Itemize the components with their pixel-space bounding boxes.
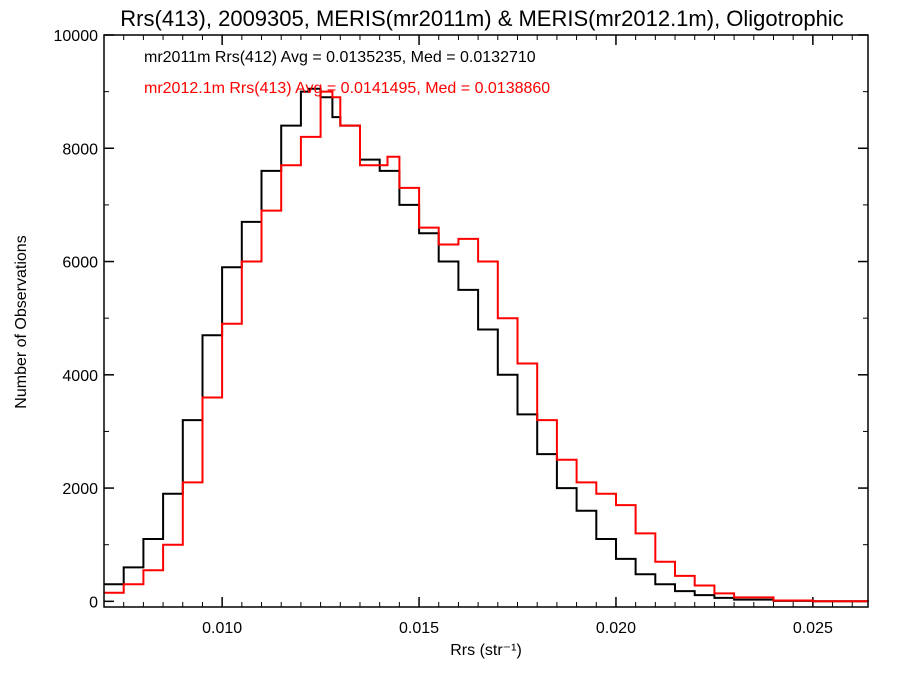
- plot-series: [104, 87, 869, 603]
- chart-title: Rrs(413), 2009305, MERIS(mr2011m) & MERI…: [120, 6, 843, 31]
- x-tick-label: 0.015: [399, 620, 439, 637]
- legend-entry-mr2011m: mr2011m Rrs(412) Avg = 0.0135235, Med = …: [144, 49, 536, 66]
- series-line-1: [104, 90, 869, 603]
- legend-entry-mr2012-1m: mr2012.1m Rrs(413) Avg = 0.0141495, Med …: [144, 80, 550, 97]
- y-axis: 0 2000 4000 6000 8000 10000: [54, 28, 868, 611]
- x-tick-label: 0.010: [202, 620, 242, 637]
- y-tick-label: 10000: [54, 28, 99, 45]
- y-tick-label: 6000: [62, 255, 98, 272]
- series-line-0: [104, 87, 869, 603]
- x-axis-label: Rrs (str⁻¹): [450, 642, 522, 659]
- plot-frame: [103, 34, 869, 608]
- y-tick-label: 0: [89, 594, 98, 611]
- y-tick-label: 2000: [62, 481, 98, 498]
- y-tick-label: 8000: [62, 141, 98, 158]
- x-axis: 0.010 0.015 0.020 0.025: [123, 35, 853, 637]
- y-tick-label: 4000: [62, 368, 98, 385]
- x-tick-label: 0.020: [596, 620, 636, 637]
- y-axis-label: Number of Observations: [13, 235, 30, 408]
- x-tick-label: 0.025: [793, 620, 833, 637]
